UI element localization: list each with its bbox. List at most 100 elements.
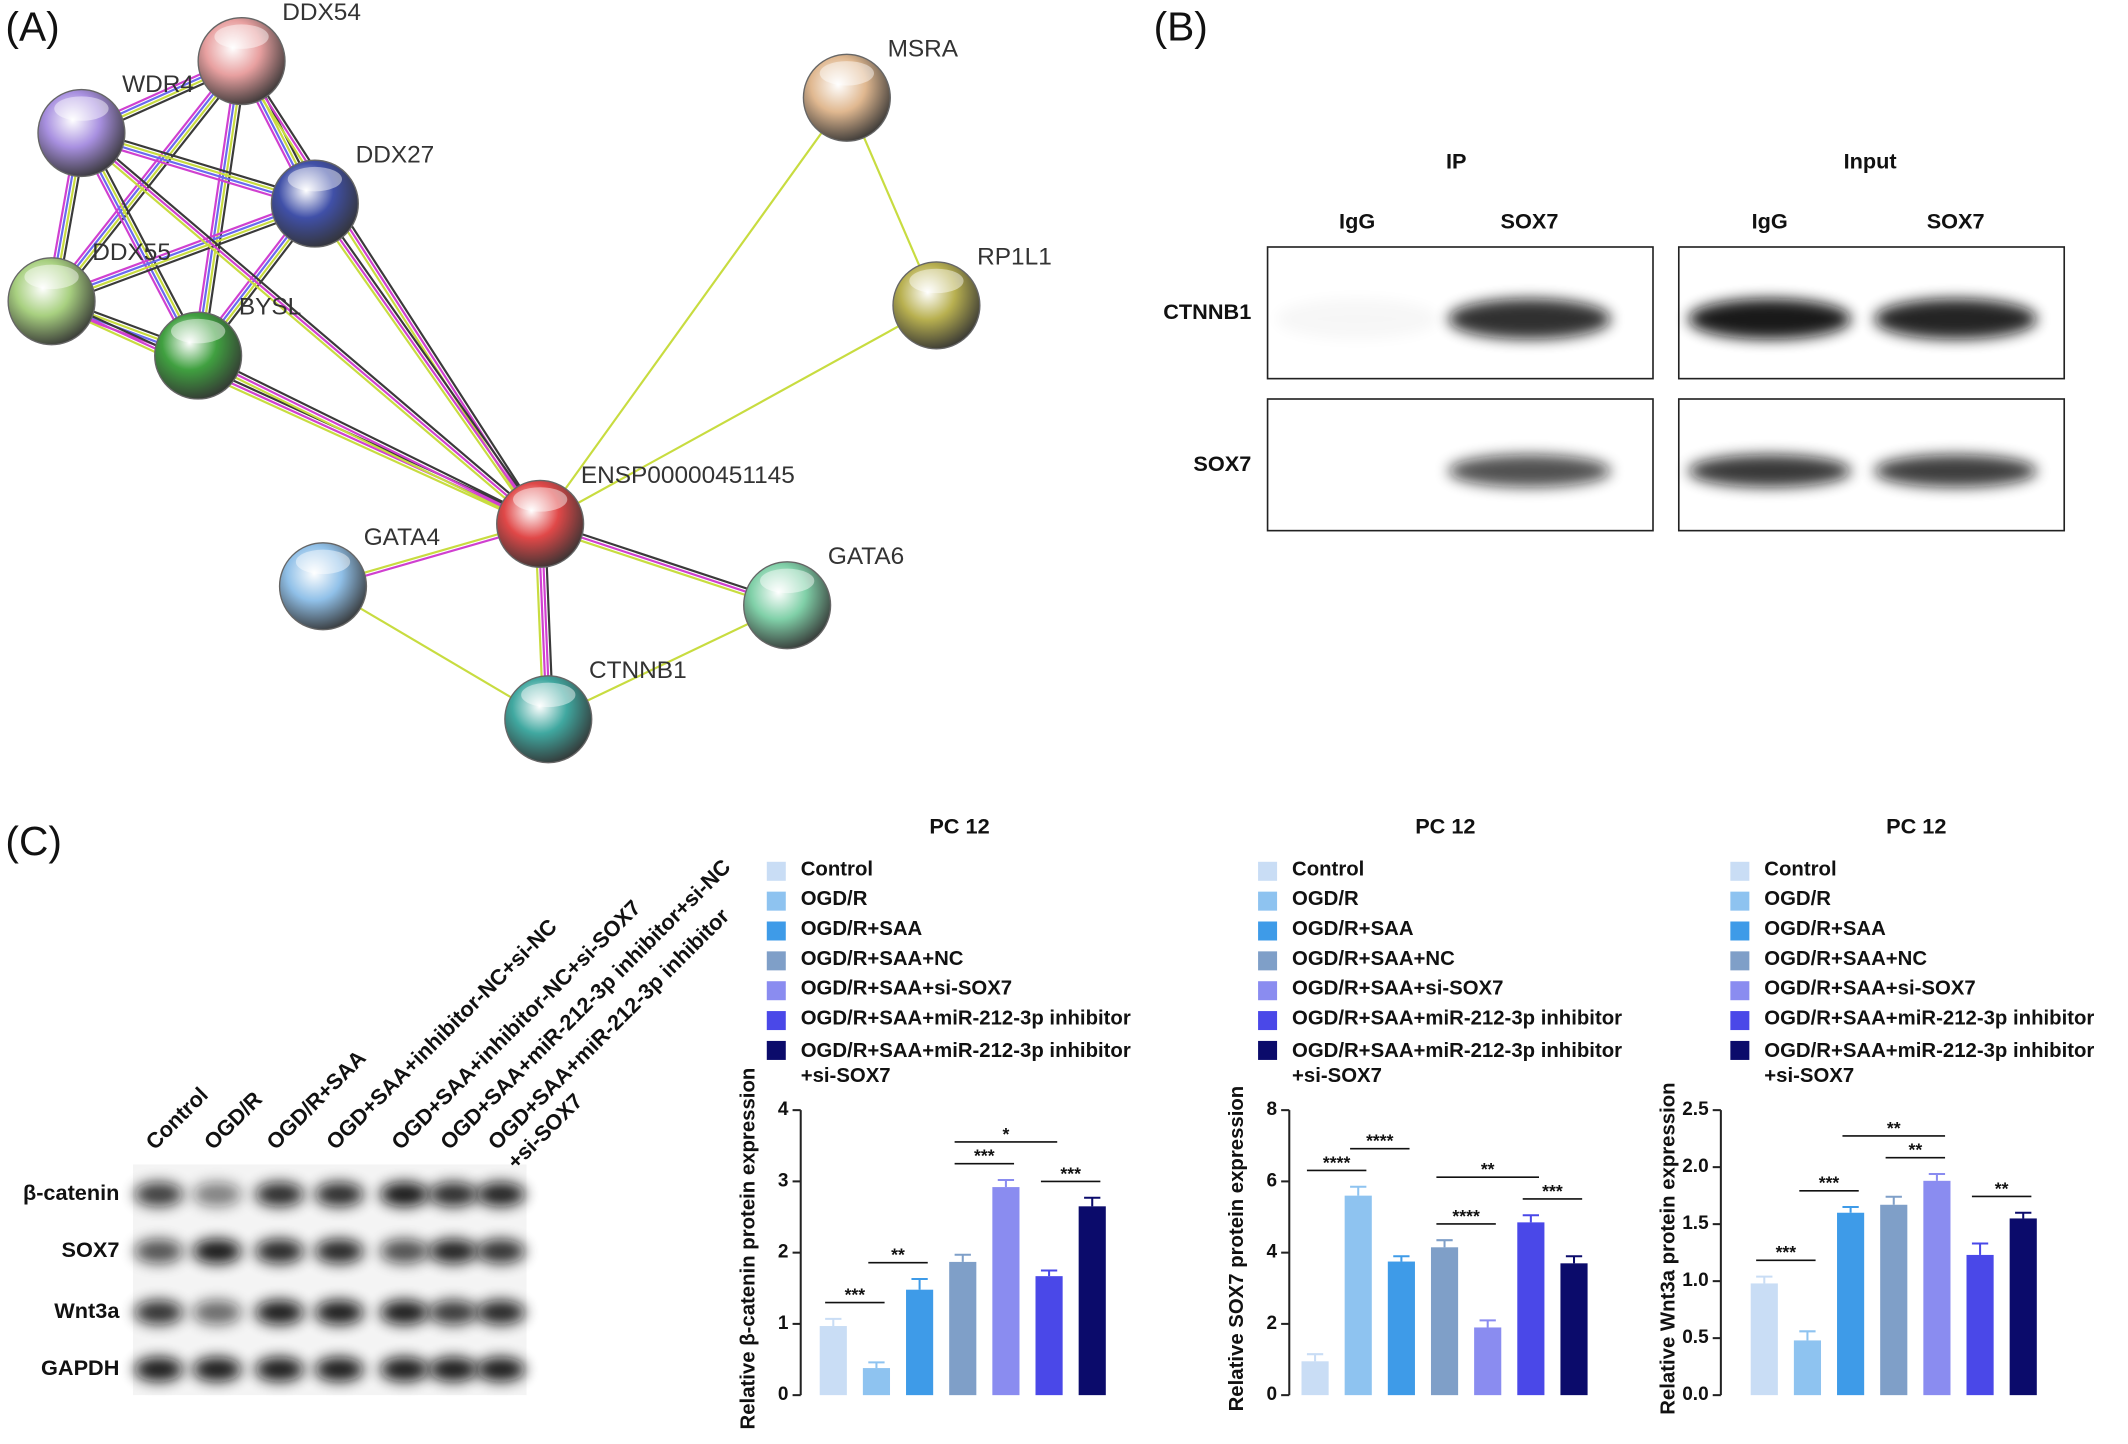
sig-label: * xyxy=(1002,1124,1009,1144)
blot-band xyxy=(134,1300,184,1325)
legend-swatch xyxy=(1730,1011,1750,1031)
lane-label: SOX7 xyxy=(1927,208,1985,233)
sig-label: *** xyxy=(1542,1181,1563,1201)
sig-label: *** xyxy=(1060,1163,1081,1183)
blot-band xyxy=(255,1182,304,1207)
bar xyxy=(992,1187,1020,1396)
blot-band xyxy=(380,1239,429,1264)
blot-group: Input xyxy=(1844,149,1897,174)
blot-band xyxy=(134,1239,184,1264)
blot-band xyxy=(476,1239,526,1264)
legend-swatch xyxy=(1258,951,1278,971)
blot-band xyxy=(255,1239,304,1264)
legend-swatch xyxy=(1258,1011,1278,1031)
legend-swatch xyxy=(1730,951,1750,971)
bar xyxy=(1966,1254,1994,1396)
legend-swatch xyxy=(766,921,786,941)
row-label: CTNNB1 xyxy=(1163,299,1251,324)
row-label: GAPDH xyxy=(41,1355,119,1380)
network-edge xyxy=(313,202,542,525)
legend-swatch xyxy=(1258,891,1278,911)
bar xyxy=(2009,1218,2037,1396)
network-edge xyxy=(80,132,541,525)
legend-swatch xyxy=(766,861,786,881)
blot-band xyxy=(428,1182,478,1207)
network-edge xyxy=(195,60,242,356)
legend-label: OGD/R xyxy=(1292,888,1359,910)
network-edge xyxy=(316,201,544,523)
panel-label: (A) xyxy=(5,4,59,50)
legend-swatch xyxy=(766,1011,786,1031)
network-node xyxy=(496,479,585,568)
network-node xyxy=(892,261,981,350)
blot-band xyxy=(428,1300,478,1325)
node-gloss xyxy=(909,268,964,294)
network-edge xyxy=(201,61,248,357)
network-edge xyxy=(82,129,543,523)
network-edge xyxy=(197,354,541,525)
blot-band xyxy=(1874,298,2038,340)
network-edge xyxy=(46,57,239,299)
legend-swatch xyxy=(1730,891,1750,911)
y-tick-label: 0.5 xyxy=(1682,1327,1709,1348)
legend-label: Control xyxy=(801,858,873,880)
node-label: WDR4 xyxy=(122,71,194,98)
blot-band xyxy=(476,1357,526,1382)
chart-title: PC 12 xyxy=(1415,814,1475,839)
node-gloss xyxy=(295,549,351,575)
network-node xyxy=(154,311,243,400)
sig-label: **** xyxy=(1366,1131,1394,1151)
legend-label: OGD/R+SAA+NC xyxy=(1292,948,1455,970)
sig-label: ** xyxy=(891,1245,905,1265)
legend-swatch xyxy=(766,891,786,911)
y-tick-label: 2 xyxy=(778,1242,789,1263)
blot-band xyxy=(192,1300,242,1325)
sig-label: **** xyxy=(1323,1152,1351,1172)
legend-swatch xyxy=(766,951,786,971)
sig-label: *** xyxy=(1819,1173,1840,1193)
bar xyxy=(1387,1261,1415,1396)
node-label: GATA6 xyxy=(828,543,904,570)
node-label: RP1L1 xyxy=(977,243,1052,270)
sig-label: **** xyxy=(1452,1206,1480,1226)
network-node xyxy=(37,88,126,178)
row-label: Wnt3a xyxy=(54,1298,120,1323)
legend-label: OGD/R+SAA+NC xyxy=(801,948,964,970)
y-tick-label: 3 xyxy=(778,1170,789,1191)
legend-label: OGD/R+SAA+miR-212-3p inhibitor +si-SOX7 xyxy=(1764,1040,2094,1087)
sig-label: *** xyxy=(845,1284,866,1304)
node-label: CTNNB1 xyxy=(589,657,687,684)
legend-label: OGD/R+SAA+si-SOX7 xyxy=(1764,978,1975,1000)
network-edge xyxy=(539,97,848,525)
blot-band xyxy=(1688,454,1852,488)
y-tick-label: 0 xyxy=(1266,1384,1277,1405)
legend-label: OGD/R+SAA xyxy=(1764,918,1886,940)
blot-band xyxy=(1448,454,1611,488)
sig-label: ** xyxy=(1908,1140,1922,1160)
legend-label: OGD/R+SAA xyxy=(1292,918,1414,940)
legend-swatch xyxy=(766,981,786,1001)
network-edge xyxy=(50,201,315,301)
blot-band xyxy=(192,1239,242,1264)
blot-band xyxy=(134,1357,184,1382)
y-tick-label: 6 xyxy=(1266,1170,1277,1191)
legend-label: OGD/R+SAA+NC xyxy=(1764,948,1927,970)
node-gloss xyxy=(24,264,79,290)
network-edge xyxy=(243,58,544,523)
legend-label: OGD/R xyxy=(1764,888,1831,910)
row-label: β-catenin xyxy=(23,1180,119,1205)
blot-band xyxy=(314,1182,364,1207)
network-node xyxy=(7,257,96,346)
network-edge xyxy=(51,204,316,304)
legend-swatch xyxy=(1730,1040,1750,1060)
legend-swatch xyxy=(1730,861,1750,881)
bar xyxy=(1078,1206,1106,1396)
bar xyxy=(1793,1340,1822,1396)
legend-swatch xyxy=(1258,861,1278,881)
blot-band xyxy=(1276,299,1439,340)
sig-label: ** xyxy=(1887,1118,1901,1138)
sig-label: ** xyxy=(1481,1159,1495,1179)
node-label: DDX54 xyxy=(282,0,361,26)
legend-label: OGD/R+SAA+miR-212-3p inhibitor +si-SOX7 xyxy=(1292,1040,1622,1087)
bar xyxy=(1923,1180,1951,1396)
